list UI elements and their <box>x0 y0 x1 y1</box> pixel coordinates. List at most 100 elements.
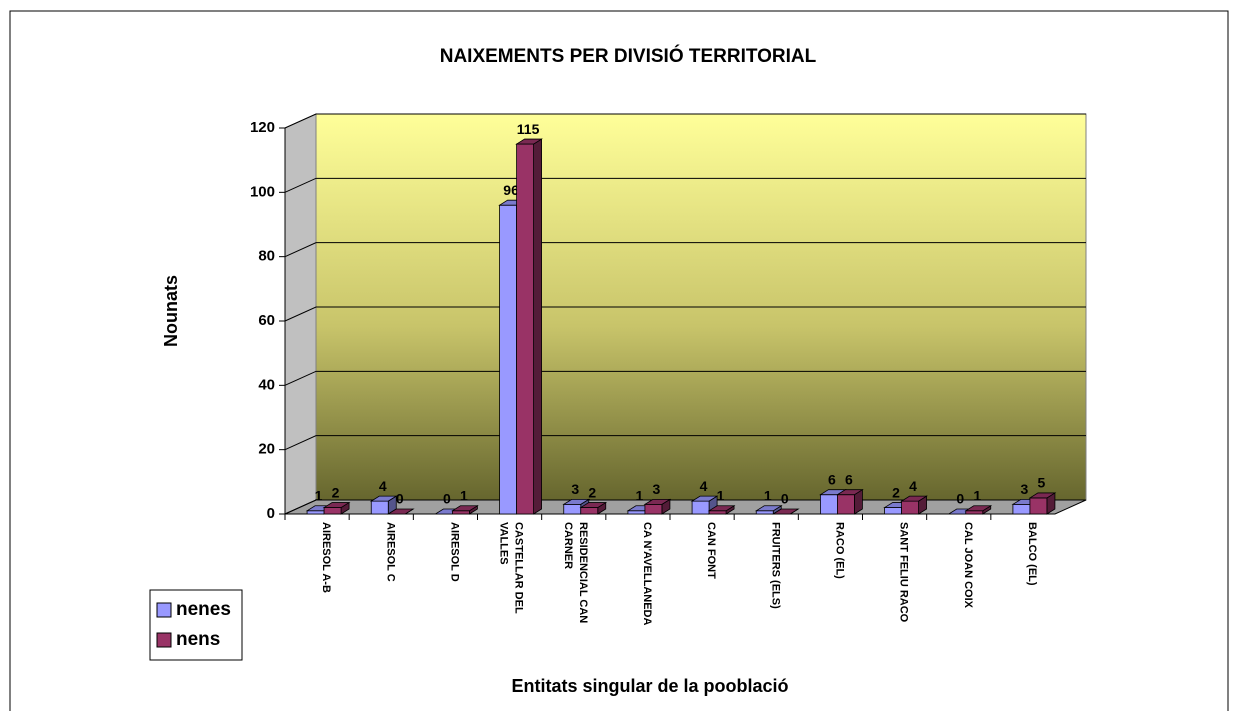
bar <box>386 508 415 515</box>
bar-face <box>708 510 727 515</box>
bar <box>964 505 993 515</box>
bar-face <box>707 505 736 512</box>
bar-face <box>369 495 398 502</box>
data-label: 1 <box>764 487 772 503</box>
bar-face <box>562 498 591 505</box>
y-tick-label: 0 <box>267 505 275 522</box>
bar-face <box>580 507 599 515</box>
x-tick-label: CA N'AVELLANEDA <box>640 522 653 626</box>
grid-line <box>284 435 1086 451</box>
bar-face <box>837 494 855 515</box>
bar-face <box>323 507 342 515</box>
data-label: 5 <box>1038 475 1046 491</box>
bar-face <box>836 489 864 496</box>
data-label: 2 <box>332 484 340 500</box>
y-tick-label: 100 <box>250 183 275 200</box>
bar-face <box>1028 492 1057 499</box>
x-tick-label: AIRESOL A-B <box>320 522 333 593</box>
bar-face <box>820 494 838 515</box>
x-tick-label: AIRESOL D <box>448 522 461 582</box>
data-label: 6 <box>828 471 836 487</box>
bar-face <box>690 495 719 502</box>
bar-face <box>754 505 783 512</box>
data-label: 4 <box>700 478 708 494</box>
bar-face <box>370 500 389 515</box>
data-label: 0 <box>956 491 964 507</box>
y-tick-label: 40 <box>258 376 275 393</box>
legend-swatch <box>156 632 172 648</box>
x-tick-label: FRUITERS (ELS) <box>769 522 782 609</box>
bar-face <box>644 503 663 515</box>
data-label: 1 <box>973 487 981 503</box>
y-tick-label: 60 <box>258 312 275 329</box>
data-label: 3 <box>653 481 661 497</box>
bar <box>1028 492 1057 515</box>
data-label: 4 <box>379 478 387 494</box>
data-label: 1 <box>315 487 323 503</box>
bar <box>771 508 800 515</box>
legend-label: nens <box>176 629 220 650</box>
bar-face <box>964 505 993 512</box>
x-tick-label: RESIDENCIAL CAN CARNER <box>561 522 589 624</box>
x-tick-label: CASTELLAR DEL VALLES <box>497 522 525 614</box>
frame <box>9 10 1229 711</box>
bar-face <box>451 505 479 512</box>
y-axis-label: Nounats <box>161 275 181 347</box>
bar-face <box>691 500 710 515</box>
bar <box>579 501 608 515</box>
bar <box>900 495 928 515</box>
data-label: 3 <box>1021 481 1029 497</box>
bar <box>322 501 351 515</box>
bar <box>707 505 736 515</box>
bar-face <box>499 204 517 515</box>
bar <box>515 138 543 515</box>
bar-face <box>563 503 582 515</box>
bar-face <box>901 500 919 515</box>
y-tick-label: 120 <box>250 119 275 136</box>
bar-face <box>965 510 984 515</box>
legend-label: nenes <box>176 599 231 620</box>
bar-face <box>322 502 351 508</box>
grid-line <box>284 370 1086 386</box>
bar-face <box>579 502 608 508</box>
data-label: 115 <box>517 121 540 137</box>
grid-line <box>284 242 1086 258</box>
x-tick-label: RACO (EL) <box>833 522 846 579</box>
x-tick-label: SANT FELIU RACO <box>897 522 910 623</box>
grid-line <box>284 177 1086 193</box>
data-label: 0 <box>396 491 404 507</box>
bar-face <box>1012 503 1031 515</box>
data-label: 4 <box>909 478 917 494</box>
data-label: 2 <box>892 484 900 500</box>
x-tick-label: CAL JOAN COIX <box>961 522 974 608</box>
chart-title: NAIXEMENTS PER DIVISIÓ TERRITORIAL <box>440 45 817 67</box>
bar-face <box>627 510 646 515</box>
legend-box <box>149 589 243 661</box>
y-tick-label: 20 <box>258 441 275 458</box>
x-axis-label: Entitats singular de la pooblació <box>511 676 788 696</box>
data-label: 0 <box>781 491 789 507</box>
bar <box>451 505 479 515</box>
legend-swatch <box>156 602 172 618</box>
x-tick-label: AIRESOL C <box>384 522 397 582</box>
x-tick-label: CAN FONT <box>705 522 718 579</box>
data-label: 1 <box>636 487 644 503</box>
data-label: 96 <box>503 182 519 198</box>
y-tick-label: 80 <box>258 248 275 265</box>
bar-face <box>643 498 672 505</box>
x-tick-label: BALCO (EL) <box>1025 522 1038 586</box>
bar-face <box>516 143 534 515</box>
bar-face <box>755 510 774 515</box>
data-label: 1 <box>460 487 468 503</box>
grid-line <box>284 113 1086 129</box>
bar-face <box>306 510 325 515</box>
bar-face <box>386 508 415 515</box>
data-label: 3 <box>571 481 579 497</box>
grid-line <box>284 306 1086 322</box>
bar-face <box>533 138 542 515</box>
bar <box>836 488 864 515</box>
bar-face <box>515 138 543 145</box>
bar-face <box>1029 497 1048 515</box>
